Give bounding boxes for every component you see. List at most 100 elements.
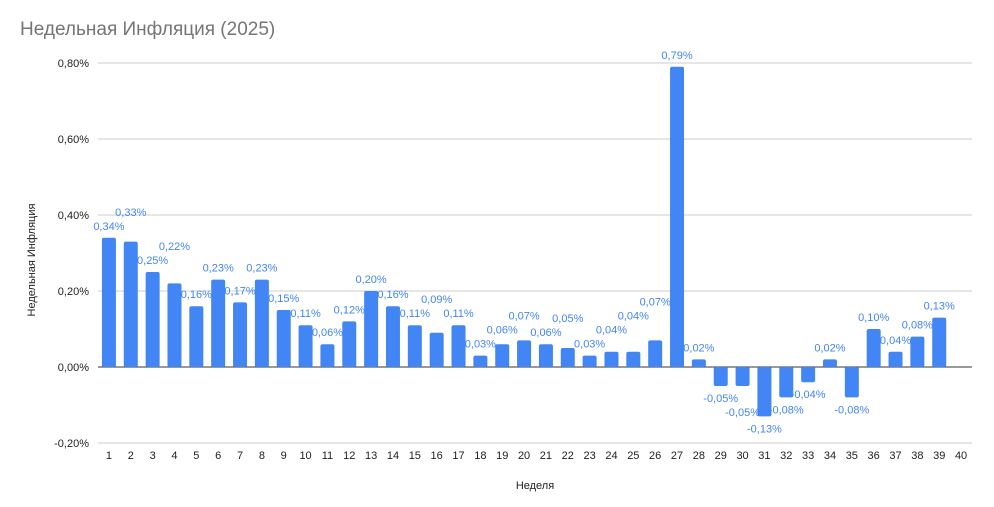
bar [801, 367, 816, 383]
x-tick-label: 28 [693, 450, 705, 462]
x-tick-label: 6 [215, 450, 221, 462]
data-label: 0,08% [902, 320, 933, 332]
x-tick-label: 11 [322, 450, 333, 462]
x-tick-label: 26 [649, 450, 661, 462]
bar [538, 344, 553, 367]
x-tick-label: 32 [780, 450, 792, 462]
data-label: 0,79% [661, 50, 692, 62]
bar [320, 344, 335, 367]
bar [866, 329, 881, 367]
data-label: 0,03% [574, 339, 605, 351]
data-label: 0,11% [290, 308, 321, 320]
y-tick-label: 0,20% [58, 286, 89, 298]
x-tick-label: 4 [171, 450, 177, 462]
bar [123, 241, 138, 367]
chart-title: Недельная Инфляция (2025) [20, 19, 276, 40]
bar [429, 332, 444, 367]
y-tick-label: 0,60% [58, 134, 89, 146]
data-label: 0,06% [530, 327, 561, 339]
data-label: 0,05% [552, 313, 583, 325]
bar [342, 321, 357, 367]
data-label: 0,17% [224, 285, 255, 297]
x-axis-label: Неделя [516, 480, 554, 492]
y-axis-label: Недельная Инфляция [26, 204, 38, 317]
x-tick-label: 19 [496, 450, 508, 462]
bar [822, 359, 837, 367]
bar [101, 237, 116, 367]
bar [495, 344, 510, 367]
y-tick-label: 0,40% [58, 210, 89, 222]
bar [757, 367, 772, 417]
bar [560, 348, 575, 367]
bar [407, 325, 422, 367]
bar [888, 351, 903, 367]
x-tick-label: 9 [281, 450, 287, 462]
x-tick-label: 36 [868, 450, 880, 462]
data-label: 0,06% [312, 327, 343, 339]
x-tick-label: 5 [193, 450, 199, 462]
data-label: 0,12% [334, 304, 365, 316]
data-label: -0,13% [747, 423, 782, 435]
x-tick-label: 29 [715, 450, 727, 462]
data-label: 0,02% [814, 342, 845, 354]
x-tick-label: 20 [518, 450, 530, 462]
bar [298, 325, 313, 367]
bar [167, 283, 182, 367]
x-tick-label: 8 [259, 450, 265, 462]
data-label: 0,04% [618, 311, 649, 323]
x-tick-label: 15 [409, 450, 421, 462]
data-label: -0,08% [834, 404, 869, 416]
bar [385, 306, 400, 367]
x-tick-label: 30 [736, 450, 748, 462]
x-tick-label: 24 [605, 450, 617, 462]
bar [451, 325, 466, 367]
bar [670, 66, 685, 368]
x-tick-label: 40 [955, 450, 967, 462]
x-tick-label: 14 [387, 450, 399, 462]
x-tick-label: 3 [150, 450, 156, 462]
data-label: -0,08% [769, 404, 804, 416]
data-label: -0,05% [725, 407, 760, 419]
x-tick-label: 22 [562, 450, 574, 462]
data-label: -0,05% [703, 393, 738, 405]
x-tick-label: 39 [933, 450, 945, 462]
data-label: 0,10% [858, 312, 889, 324]
data-label: 0,09% [421, 294, 452, 306]
data-label: 0,16% [181, 289, 212, 301]
bar [473, 355, 488, 367]
data-label: 0,13% [924, 301, 955, 313]
data-label: 0,34% [93, 221, 124, 233]
bar [779, 367, 794, 398]
bar [626, 351, 641, 367]
data-label: 0,20% [356, 274, 387, 286]
data-label: 0,22% [159, 241, 190, 253]
data-label: 0,23% [246, 263, 277, 275]
data-label: 0,04% [880, 335, 911, 347]
x-tick-label: 25 [627, 450, 639, 462]
bar [582, 355, 597, 367]
bar [910, 336, 925, 367]
x-tick-label: 16 [431, 450, 443, 462]
x-tick-label: 38 [911, 450, 923, 462]
bar [189, 306, 204, 367]
data-label: 0,07% [508, 311, 539, 323]
bar [844, 367, 859, 398]
bar [648, 340, 663, 367]
x-tick-label: 10 [299, 450, 311, 462]
data-label: 0,06% [487, 325, 518, 337]
bar [604, 351, 619, 367]
data-label: 0,03% [465, 339, 496, 351]
data-label: 0,02% [683, 342, 714, 354]
bar [254, 279, 269, 367]
bar [211, 279, 226, 367]
bar [517, 340, 532, 367]
bar [145, 272, 160, 367]
x-tick-label: 31 [758, 450, 770, 462]
bar [276, 310, 291, 367]
x-tick-label: 27 [671, 450, 683, 462]
bar [364, 291, 379, 367]
x-tick-label: 17 [452, 450, 464, 462]
data-label: -0,04% [791, 389, 826, 401]
bar [932, 317, 947, 367]
